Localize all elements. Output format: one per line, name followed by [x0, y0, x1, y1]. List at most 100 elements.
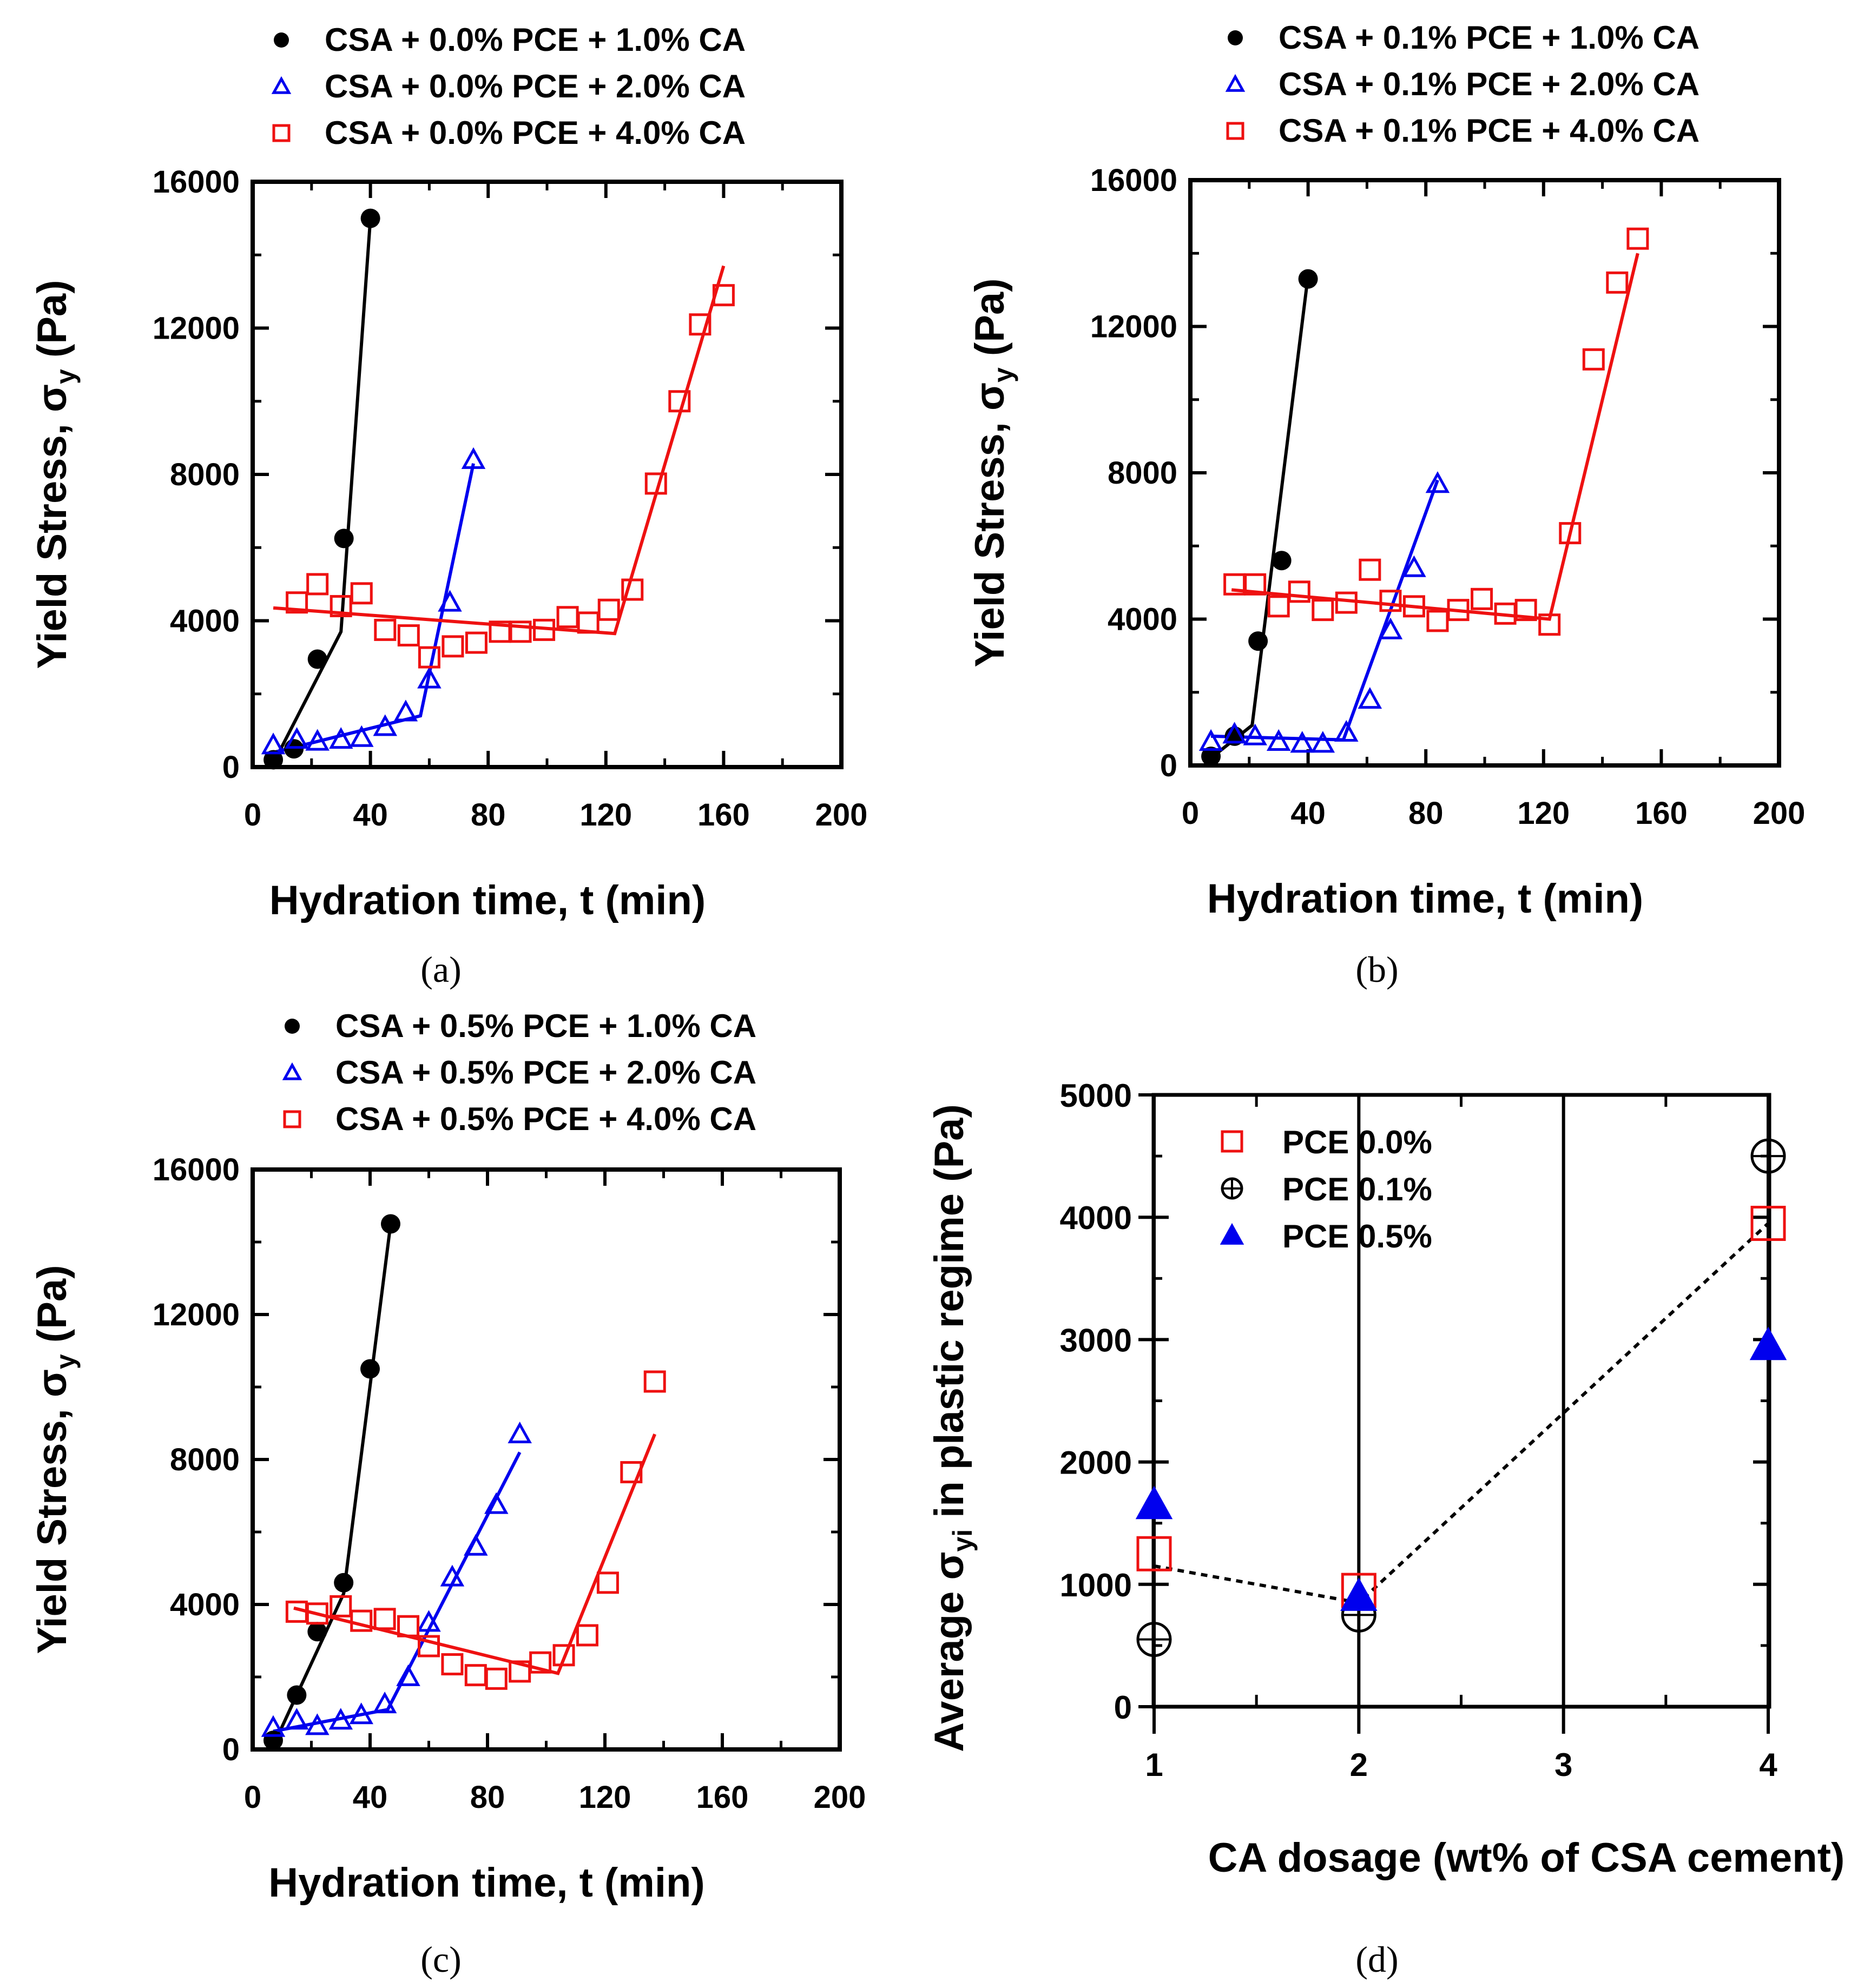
data-point-series-2 [556, 606, 579, 629]
x-tick-label: 0 [1182, 796, 1199, 831]
data-point-series-0-shape [264, 750, 284, 770]
x-tick-label: 4 [1759, 1747, 1777, 1783]
y-tick-label: 8000 [170, 1442, 240, 1477]
data-point-series-2 [485, 1667, 508, 1690]
fit-line-series-0 [272, 218, 372, 764]
data-point-series-1-shape [373, 714, 398, 736]
data-point-series-2 [1559, 522, 1582, 545]
y-tick-label: 12000 [153, 1297, 240, 1332]
data-point-series-2-shape [1426, 610, 1449, 632]
data-point-series-1 [373, 714, 398, 736]
data-point-series-2-shape [465, 631, 488, 654]
data-point-series-2 [1359, 558, 1381, 581]
legend-marker-series-0-shape [1221, 1130, 1243, 1153]
y-tick-label: 1000 [1060, 1567, 1132, 1603]
legend-marker-series-2 [283, 1110, 301, 1128]
data-point-series-1-shape [1243, 723, 1267, 745]
data-point-series-0 [1201, 747, 1221, 767]
data-point-series-0-shape [307, 649, 327, 669]
data-point-series-2-shape [597, 598, 620, 621]
legend-marker-series-0 [274, 32, 289, 48]
legend-marker-series-1 [1225, 74, 1246, 92]
x-tick-label: 200 [815, 797, 868, 833]
data-point-series-1 [417, 666, 442, 689]
fit-line-series-1 [273, 463, 475, 754]
data-point-series-1-shape [484, 1492, 509, 1514]
data-point-series-2-shape [306, 573, 329, 596]
data-point-series-1 [1358, 687, 1382, 709]
data-point-series-2-shape [596, 1571, 619, 1594]
data-point-series-0-shape [307, 1622, 327, 1642]
data-point-series-1-shape [1290, 731, 1314, 753]
data-point-series-2-shape [485, 1667, 508, 1690]
legend-marker-series-1-shape [271, 76, 292, 94]
data-point-series-0-shape [1298, 269, 1318, 289]
x-axis-label: Hydration time, t (min) [268, 1860, 704, 1906]
data-point-series-2-shape [330, 595, 352, 617]
x-tick-label: 80 [471, 797, 506, 833]
x-tick-label: 2 [1350, 1747, 1368, 1783]
y-tick-label: 16000 [153, 1152, 240, 1187]
y-tick-label: 8000 [1108, 455, 1177, 491]
data-point-series-1 [305, 1713, 330, 1735]
panel-a-chart: 0 40 80 120 160 200 0 4000 8000 12000 16000 Hydrati… [29, 22, 867, 923]
y-tick-label: 16000 [1090, 163, 1177, 198]
data-point-series-2 [1749, 1326, 1787, 1360]
data-point-series-1 [461, 447, 486, 469]
data-point-series-1 [261, 1715, 286, 1737]
data-point-series-2 [330, 1595, 352, 1617]
data-point-series-1-shape [1222, 722, 1247, 744]
legend-marker-series-0 [285, 1019, 300, 1034]
data-point-series-2 [1582, 348, 1605, 371]
data-point-series-0 [334, 1573, 354, 1593]
x-tick-label: 120 [579, 797, 632, 833]
data-point-series-1-shape [372, 1692, 397, 1714]
data-point-series-2 [1340, 1577, 1378, 1611]
y-tick-label: 4000 [170, 604, 240, 639]
data-point-series-1-shape [1402, 555, 1426, 577]
data-point-series-1 [1222, 722, 1247, 744]
y-tick-label: 8000 [170, 457, 240, 492]
data-point-series-1-shape [261, 1715, 286, 1737]
data-point-series-2 [1267, 595, 1290, 618]
data-point-series-2-shape [397, 624, 420, 647]
data-point-series-2 [1288, 580, 1310, 603]
legend-label-series-0: CSA + 0.5% PCE + 1.0% CA [335, 1008, 756, 1044]
data-point-series-1 [285, 727, 309, 749]
data-point-series-0 [284, 739, 304, 759]
data-point-series-1-shape [1198, 729, 1223, 751]
data-point-series-2-shape [689, 313, 712, 336]
plot-frame [251, 180, 844, 769]
data-point-series-2-shape [1135, 1485, 1173, 1520]
x-tick-label: 40 [1290, 796, 1326, 831]
data-point-series-1 [1290, 731, 1314, 753]
x-tick-label: 80 [1408, 796, 1444, 831]
x-tick-label: 160 [1635, 796, 1688, 831]
data-point-series-2-shape [1606, 271, 1629, 294]
x-tick-label: 160 [696, 1780, 749, 1815]
data-point-series-2 [1244, 573, 1267, 596]
data-point-series-2-shape [350, 1609, 373, 1632]
data-point-series-0-shape [334, 1573, 354, 1593]
data-point-series-1-shape [461, 447, 486, 469]
data-point-series-2 [577, 611, 600, 634]
data-point-series-1-shape [305, 729, 330, 751]
plot-frame [1151, 1093, 1771, 1709]
data-point-series-2 [330, 595, 352, 617]
data-point-series-1 [1378, 617, 1403, 639]
data-point-series-1-shape [417, 666, 442, 689]
data-point-series-2-shape [1626, 227, 1649, 250]
x-axis-label: Hydration time, t (min) [1207, 876, 1643, 922]
y-tick-label: 5000 [1060, 1078, 1132, 1114]
legend-label-series-2: CSA + 0.5% PCE + 4.0% CA [335, 1101, 756, 1137]
legend-label-series-2: CSA + 0.0% PCE + 4.0% CA [325, 115, 746, 151]
data-point-series-2-shape [286, 591, 308, 614]
y-tick-label: 12000 [1090, 309, 1177, 345]
data-point-series-2 [644, 472, 667, 495]
legend-marker-series-2-shape [1220, 1223, 1244, 1245]
data-point-series-0 [1272, 551, 1292, 571]
data-point-series-1 [350, 725, 374, 747]
data-point-series-2-shape [621, 578, 644, 601]
data-point-series-0 [380, 1214, 400, 1234]
data-point-series-2 [464, 1664, 487, 1687]
